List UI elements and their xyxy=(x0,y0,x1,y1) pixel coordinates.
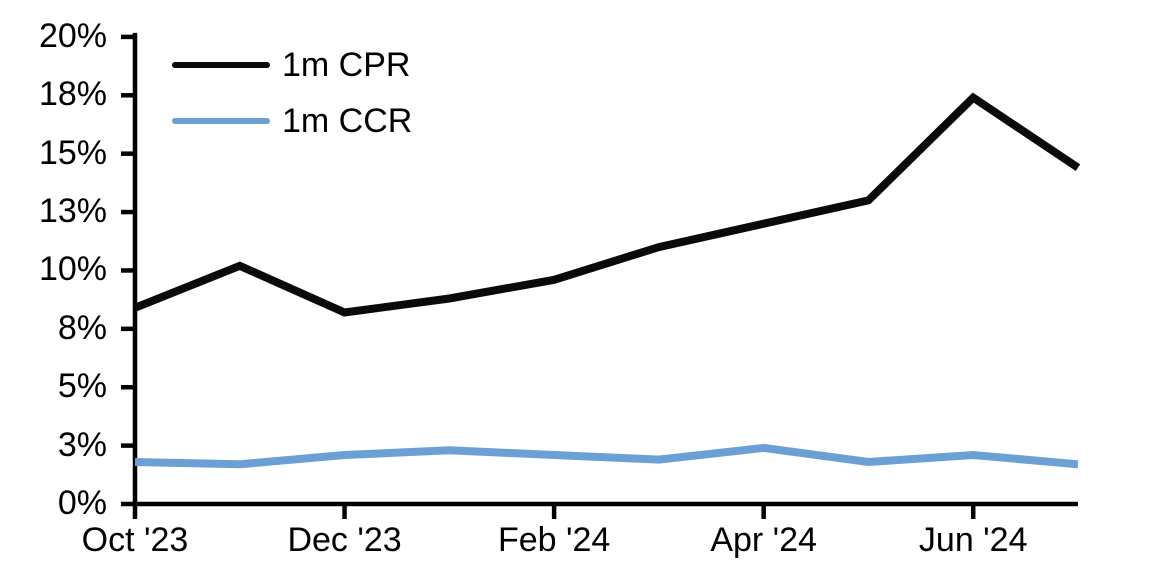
x-tick-label: Jun '24 xyxy=(918,521,1028,559)
y-tick-label: 8% xyxy=(57,308,107,347)
y-tick-label: 5% xyxy=(57,367,107,406)
legend-line-swatch-ccr xyxy=(172,117,270,125)
legend-label-ccr: 1m CCR xyxy=(282,101,413,140)
y-tick-label: 3% xyxy=(57,425,107,464)
legend-item-1m-cpr: 1m CPR xyxy=(172,46,412,84)
legend-item-1m-ccr: 1m CCR xyxy=(172,102,412,140)
y-tick-label: 20% xyxy=(38,16,107,55)
legend-line-swatch-cpr xyxy=(172,61,270,69)
y-tick-label: 13% xyxy=(38,192,107,231)
x-tick-label: Feb '24 xyxy=(497,521,611,559)
series-line-1m-ccr xyxy=(134,443,1079,469)
x-tick-label: Apr '24 xyxy=(710,521,817,559)
y-tick-label: 18% xyxy=(38,75,107,114)
x-tick-label: Oct '23 xyxy=(81,521,189,559)
legend: 1m CPR 1m CCR xyxy=(172,46,412,158)
y-tick-label: 0% xyxy=(57,484,107,522)
y-tick-label: 15% xyxy=(38,133,107,172)
legend-label-cpr: 1m CPR xyxy=(282,45,411,84)
y-tick-label: 10% xyxy=(38,250,107,289)
series-line-1m-cpr xyxy=(133,92,1081,317)
x-tick-label: Dec '23 xyxy=(287,521,402,559)
